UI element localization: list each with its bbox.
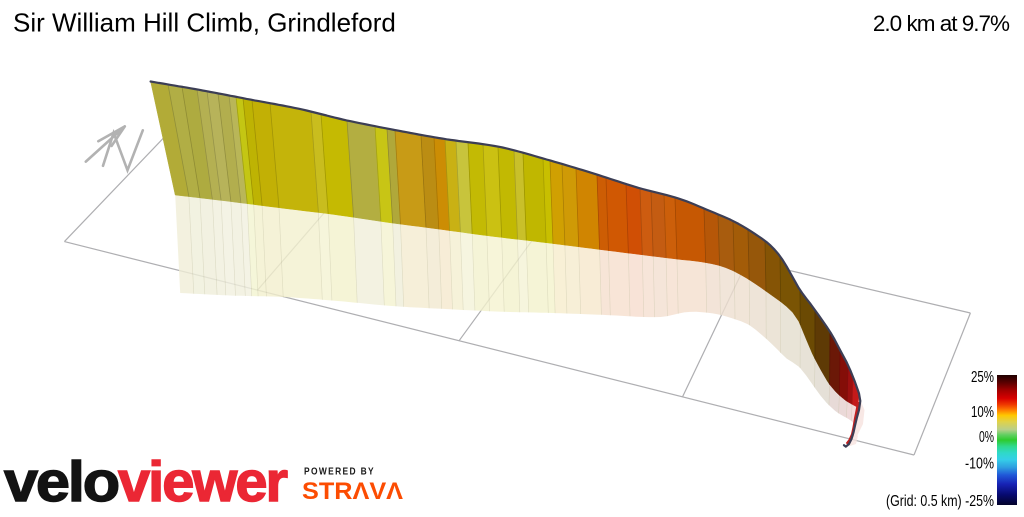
svg-text:viewer: viewer <box>118 450 288 512</box>
svg-text:10%: 10% <box>971 404 994 421</box>
svg-text:25%: 25% <box>971 369 994 386</box>
svg-text:Sir William Hill Climb, Grindl: Sir William Hill Climb, Grindleford <box>13 8 396 38</box>
svg-text:velo: velo <box>4 450 118 512</box>
svg-text:(Grid: 0.5 km) -25%: (Grid: 0.5 km) -25% <box>886 493 994 510</box>
svg-text:2.0 km at 9.7%: 2.0 km at 9.7% <box>873 11 1010 36</box>
svg-text:STRΛVΛ: STRΛVΛ <box>302 478 403 505</box>
svg-text:POWERED BY: POWERED BY <box>304 467 375 478</box>
svg-text:0%: 0% <box>979 429 994 446</box>
svg-text:-10%: -10% <box>965 456 994 473</box>
